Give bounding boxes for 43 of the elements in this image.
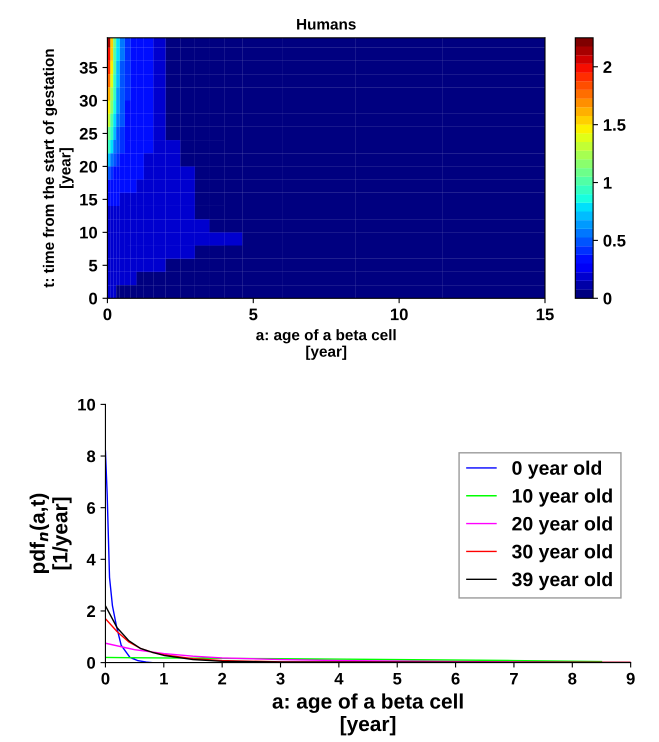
x-tick-label: 1 (160, 672, 168, 684)
y-tick-label: 6 (87, 502, 96, 514)
x-tick-label: 4 (334, 672, 344, 684)
y-tick-label: 10 (80, 226, 98, 239)
y-tick-label: 30 (80, 94, 98, 107)
x-tick-label: 5 (393, 672, 402, 685)
y-axis-title: pdf$_{n}$(a,t) [1/year] (30, 494, 72, 574)
y-tick-label: 5 (88, 260, 98, 272)
y-tick-label: 35 (80, 62, 98, 74)
y-tick-label: 15 (80, 194, 98, 206)
x-tick-label: 0 (103, 308, 112, 320)
color-bar-label: 0 (603, 292, 612, 304)
legend-label: 10 year old (512, 488, 612, 507)
y-tick-label: 4 (86, 554, 96, 566)
color-bar-label: 1.5 (604, 119, 626, 131)
y-tick-label: 20 (80, 160, 98, 173)
legend-label: 30 year old (512, 544, 612, 562)
x-tick-label: 9 (626, 672, 635, 685)
color-bar-label: 2 (603, 61, 612, 73)
y-tick-label: 25 (80, 128, 98, 140)
y-tick-label: 0 (87, 657, 96, 669)
legend-label: 20 year old (512, 516, 612, 534)
color-bar-label: 0.5 (603, 234, 626, 247)
x-axis-title: a: age of a beta cell [year] (256, 329, 396, 360)
color-bar-label: 1 (604, 177, 612, 189)
x-axis-title: a: age of a beta cell [year] (272, 693, 463, 736)
x-tick-label: 7 (510, 672, 518, 684)
x-tick-label: 10 (390, 308, 408, 320)
y-axis-title: t: time from the start of gestation [year] (42, 49, 74, 288)
x-tick-label: 2 (218, 672, 226, 684)
x-tick-label: 3 (276, 672, 285, 685)
x-tick-label: 5 (249, 308, 258, 320)
x-tick-label: 15 (536, 308, 554, 320)
x-tick-label: 8 (568, 672, 576, 685)
y-tick-label: 10 (78, 398, 96, 411)
y-tick-label: 2 (87, 605, 96, 617)
x-tick-label: 6 (452, 672, 460, 685)
x-tick-label: 0 (101, 672, 110, 685)
y-tick-label: 8 (86, 450, 96, 462)
legend-label: 0 year old (512, 460, 602, 479)
legend-label: 39 year old (512, 572, 612, 590)
y-tick-label: 0 (89, 292, 98, 304)
chart-title: Humans (297, 19, 356, 30)
